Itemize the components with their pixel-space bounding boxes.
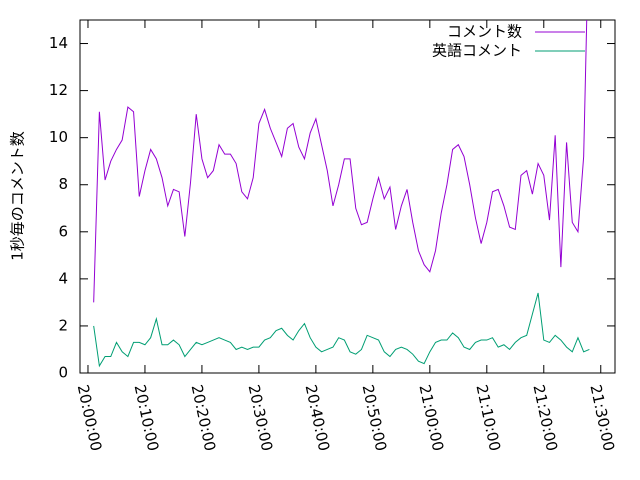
legend-label: コメント数 — [447, 23, 522, 41]
plot-frame — [79, 19, 616, 374]
x-tick-label: 20:50:00 — [359, 383, 391, 453]
x-tick-label: 21:00:00 — [416, 383, 448, 453]
x-tick-label: 20:00:00 — [74, 383, 106, 453]
x-tick-label: 21:10:00 — [472, 383, 504, 453]
x-tick-label: 20:20:00 — [188, 383, 220, 453]
x-tick-label: 20:40:00 — [302, 383, 334, 453]
y-tick-label: 8 — [58, 175, 68, 193]
x-tick-label: 20:30:00 — [245, 383, 277, 453]
x-tick-label: 21:30:00 — [586, 383, 618, 453]
y-tick-label: 6 — [58, 222, 68, 240]
x-tick-label: 20:10:00 — [131, 383, 163, 453]
series-line — [93, 20, 588, 303]
legend-label: 英語コメント — [432, 42, 522, 60]
x-tick-label: 21:20:00 — [529, 383, 561, 453]
plot-lines — [93, 20, 590, 368]
y-tick-label: 2 — [58, 316, 68, 334]
y-tick-label: 4 — [58, 269, 68, 287]
series-line — [93, 292, 590, 368]
y-axis-label: 1秒毎のコメント数 — [9, 131, 27, 261]
y-tick-label: 12 — [49, 81, 68, 99]
y-tick-label: 10 — [49, 128, 68, 146]
y-tick-label: 0 — [58, 364, 68, 382]
y-tick-label: 14 — [49, 34, 68, 52]
